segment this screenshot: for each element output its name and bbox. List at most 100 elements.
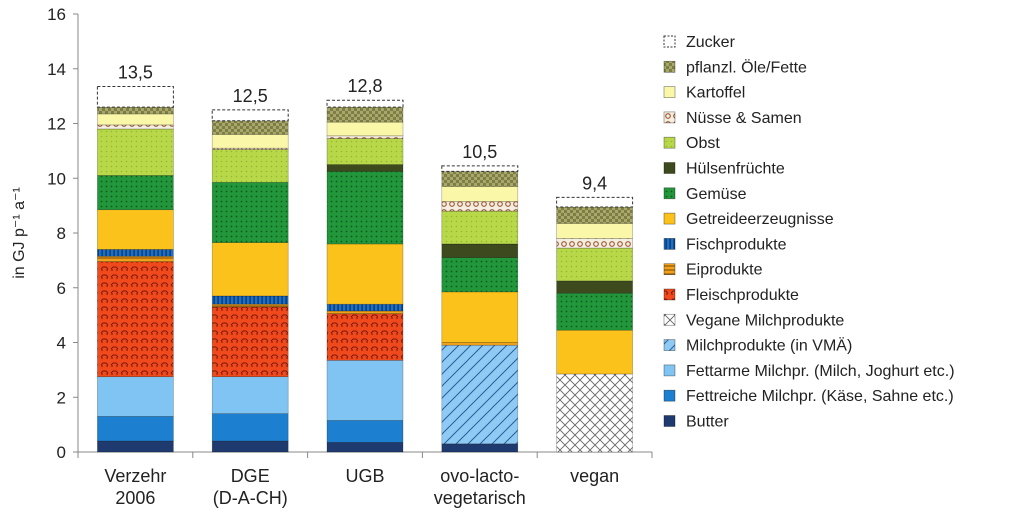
legend-label: Butter <box>686 414 729 431</box>
legend-label: Milchprodukte (in VMÄ) <box>686 337 852 355</box>
bar-segment-zucker <box>211 109 289 122</box>
bar-segment-butter <box>211 440 289 453</box>
bar-segment-pflanzl-öle-fette <box>97 106 174 115</box>
legend-swatch <box>663 339 676 351</box>
bar-segment-butter <box>441 443 519 453</box>
x-tick-label: vegetarisch <box>434 488 526 508</box>
legend-label: Gemüse <box>686 186 747 203</box>
bar-segment-eiprodukte <box>211 303 289 308</box>
bars <box>96 86 634 453</box>
bar-segment-fischprodukte <box>97 249 174 257</box>
bar-segment-obst <box>97 128 174 176</box>
y-tick-label: 12 <box>47 115 66 134</box>
bar-segment-zucker <box>556 196 634 208</box>
x-tick-label: DGE <box>231 466 270 486</box>
bar-segment-kartoffel <box>326 121 404 137</box>
bar-segment-nüsse-samen <box>556 238 633 249</box>
legend: Zucker pflanzl. Öle/Fette Kartoffel Nüsse &… <box>663 34 955 431</box>
bar-segment-nüsse-samen <box>326 135 404 139</box>
bar-segment-getreideerzeugnisse <box>97 209 174 250</box>
bar-segment-getreideerzeugnisse <box>326 243 404 305</box>
bar-segment-pflanzl-öle-fette <box>441 171 519 187</box>
bar-segment-kartoffel <box>97 113 174 126</box>
legend-label: Eiprodukte <box>686 262 763 279</box>
bar-segment-hülsenfrüchte <box>556 280 633 294</box>
y-tick-label: 4 <box>57 334 66 353</box>
bar-segment-fettarme-milchpr-milch-joghurt-etc- <box>211 376 289 414</box>
bar-segment-fettreiche-milchpr-käse-sahne-etc- <box>211 413 289 442</box>
legend-swatch <box>663 86 676 98</box>
legend-swatch <box>663 263 676 276</box>
bar-segment-eiprodukte <box>326 310 404 315</box>
bar-segment-eiprodukte <box>97 255 174 263</box>
y-tick-label: 6 <box>57 279 66 298</box>
bar-segment-gemüse <box>441 257 519 293</box>
bar-segment-fettreiche-milchpr-käse-sahne-etc- <box>326 420 404 443</box>
bar-segment-fleischprodukte <box>326 313 404 361</box>
legend-swatch <box>663 415 676 427</box>
legend-swatch <box>663 162 676 174</box>
x-tick-label: (D-A-CH) <box>213 488 288 508</box>
bar-total-label: 12,5 <box>233 86 268 106</box>
bar-segment-kartoffel <box>441 186 519 202</box>
y-tick-label: 14 <box>47 60 66 79</box>
legend-swatch <box>663 187 676 200</box>
legend-swatch <box>663 288 676 301</box>
bar-segment-fischprodukte <box>326 303 404 312</box>
bar-segment-getreideerzeugnisse <box>556 329 633 375</box>
legend-swatch <box>663 60 676 73</box>
bar-segment-nüsse-samen <box>97 124 174 130</box>
x-tick-label: UGB <box>345 466 384 486</box>
legend-swatch <box>663 136 676 149</box>
y-tick-label: 0 <box>57 443 66 462</box>
legend-label: Kartoffel <box>686 85 745 102</box>
bar-segment-obst <box>441 210 519 245</box>
bar-segment-getreideerzeugnisse <box>441 291 519 343</box>
bar-segment-pflanzl-öle-fette <box>326 106 404 123</box>
bar-segment-fleischprodukte <box>211 306 289 378</box>
y-tick-label: 16 <box>47 5 66 24</box>
legend-label: Nüsse & Samen <box>686 110 802 127</box>
legend-label: Hülsenfrüchte <box>686 161 785 178</box>
bar-segment-fettarme-milchpr-milch-joghurt-etc- <box>97 376 174 417</box>
bar-total-label: 13,5 <box>118 63 153 83</box>
legend-label: Zucker <box>686 34 736 51</box>
legend-swatch <box>663 238 676 250</box>
legend-label: Fettreiche Milchpr. (Käse, Sahne etc.) <box>686 388 954 405</box>
bar-segment-kartoffel <box>211 134 289 149</box>
legend-swatch <box>663 364 676 377</box>
legend-label: Fischprodukte <box>686 236 787 253</box>
legend-label: Vegane Milchprodukte <box>686 312 844 329</box>
bar-segment-zucker <box>326 99 404 108</box>
legend-swatch <box>663 389 676 402</box>
legend-label: Getreideerzeugnisse <box>686 211 834 228</box>
bar-segment-hülsenfrüchte <box>326 164 404 172</box>
bar-segment-gemüse <box>556 292 633 331</box>
data-labels: 13,5 12,5 12,8 10,5 9,4 <box>118 63 607 194</box>
y-axis-label: in GJ p⁻¹ a⁻¹ <box>11 187 28 279</box>
x-tick-label: Verzehr <box>104 466 166 486</box>
bar-segment-butter <box>326 442 404 453</box>
bar-segment-obst <box>211 149 289 183</box>
bar-segment-pflanzl-öle-fette <box>556 206 633 224</box>
bar-segment-fettreiche-milchpr-käse-sahne-etc- <box>97 416 174 442</box>
legend-label: pflanzl. Öle/Fette <box>686 58 807 76</box>
y-tick-label: 8 <box>57 224 66 243</box>
bar-segment-zucker <box>96 86 174 108</box>
x-tick-label: vegan <box>570 466 619 486</box>
legend-label: Fettarme Milchpr. (Milch, Joghurt etc.) <box>686 363 955 380</box>
bar-segment-milchprodukte-in-vmä- <box>441 344 519 445</box>
x-tick-label: ovo-lacto- <box>440 466 519 486</box>
legend-swatch <box>663 35 676 48</box>
bar-segment-eiprodukte <box>441 342 519 346</box>
bar-segment-gemüse <box>97 175 174 211</box>
y-tick-label: 2 <box>57 388 66 407</box>
bar-segment-pflanzl-öle-fette <box>211 120 289 135</box>
bar-segment-nüsse-samen <box>441 201 519 212</box>
bar-segment-kartoffel <box>556 223 633 239</box>
bar-segment-gemüse <box>211 182 289 243</box>
bar-segment-fleischprodukte <box>97 261 174 378</box>
y-tick-label: 10 <box>47 169 66 188</box>
